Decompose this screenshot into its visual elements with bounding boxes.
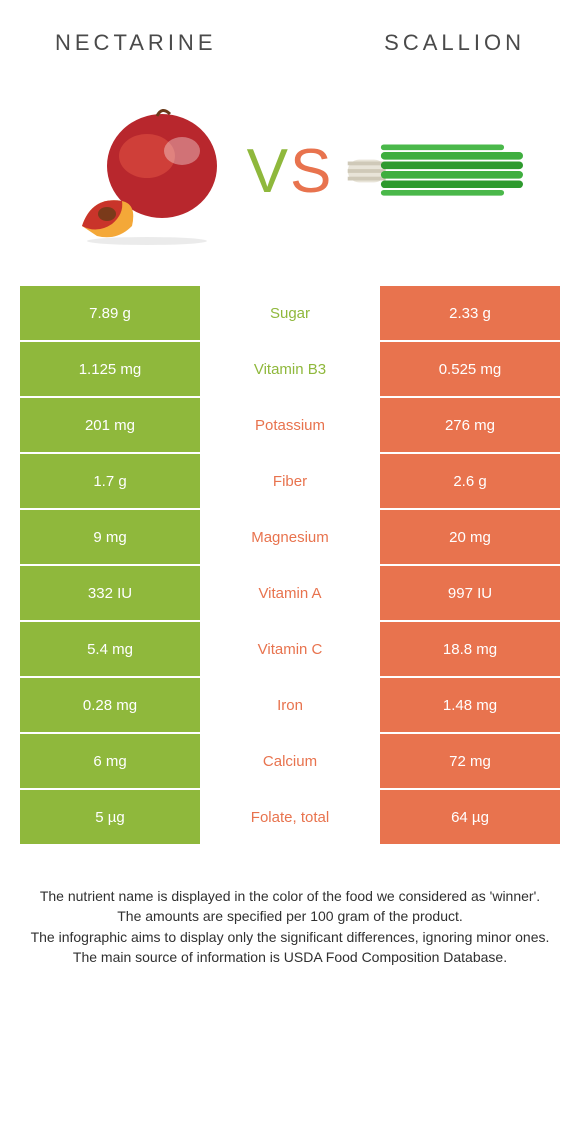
- scallion-image: [343, 96, 523, 246]
- right-value-cell: 2.33 g: [380, 286, 560, 340]
- right-value-cell: 997 IU: [380, 566, 560, 620]
- left-value-cell: 1.125 mg: [20, 342, 200, 396]
- nutrient-label-cell: Vitamin A: [200, 566, 380, 620]
- footnote-line: The amounts are specified per 100 gram o…: [30, 906, 550, 926]
- table-row: 5 µgFolate, total64 µg: [20, 790, 560, 846]
- vs-label: VS: [247, 136, 334, 207]
- table-row: 1.7 gFiber2.6 g: [20, 454, 560, 510]
- nutrient-label-cell: Folate, total: [200, 790, 380, 844]
- table-row: 9 mgMagnesium20 mg: [20, 510, 560, 566]
- left-value-cell: 1.7 g: [20, 454, 200, 508]
- image-row: VS: [0, 76, 580, 286]
- nutrient-label-cell: Iron: [200, 678, 380, 732]
- right-value-cell: 2.6 g: [380, 454, 560, 508]
- table-row: 7.89 gSugar2.33 g: [20, 286, 560, 342]
- right-value-cell: 18.8 mg: [380, 622, 560, 676]
- left-value-cell: 5.4 mg: [20, 622, 200, 676]
- right-food-title: SCALLION: [384, 30, 525, 56]
- table-row: 201 mgPotassium276 mg: [20, 398, 560, 454]
- table-row: 6 mgCalcium72 mg: [20, 734, 560, 790]
- left-value-cell: 6 mg: [20, 734, 200, 788]
- footnote-line: The main source of information is USDA F…: [30, 947, 550, 967]
- left-value-cell: 201 mg: [20, 398, 200, 452]
- right-value-cell: 0.525 mg: [380, 342, 560, 396]
- right-value-cell: 20 mg: [380, 510, 560, 564]
- vs-s-letter: S: [290, 137, 333, 206]
- nutrient-label-cell: Vitamin C: [200, 622, 380, 676]
- footnote-line: The nutrient name is displayed in the co…: [30, 886, 550, 906]
- nutrient-label-cell: Fiber: [200, 454, 380, 508]
- nutrient-table: 7.89 gSugar2.33 g1.125 mgVitamin B30.525…: [20, 286, 560, 846]
- table-row: 1.125 mgVitamin B30.525 mg: [20, 342, 560, 398]
- nutrient-label-cell: Sugar: [200, 286, 380, 340]
- left-food-title: NECTARINE: [55, 30, 217, 56]
- left-value-cell: 7.89 g: [20, 286, 200, 340]
- left-value-cell: 9 mg: [20, 510, 200, 564]
- nutrient-label-cell: Potassium: [200, 398, 380, 452]
- nectarine-image: [57, 96, 237, 246]
- footnote-line: The infographic aims to display only the…: [30, 927, 550, 947]
- right-value-cell: 64 µg: [380, 790, 560, 844]
- header-row: NECTARINE SCALLION: [0, 0, 580, 76]
- table-row: 332 IUVitamin A997 IU: [20, 566, 560, 622]
- left-value-cell: 332 IU: [20, 566, 200, 620]
- right-value-cell: 1.48 mg: [380, 678, 560, 732]
- table-row: 5.4 mgVitamin C18.8 mg: [20, 622, 560, 678]
- left-value-cell: 0.28 mg: [20, 678, 200, 732]
- right-value-cell: 72 mg: [380, 734, 560, 788]
- nutrient-label-cell: Calcium: [200, 734, 380, 788]
- right-value-cell: 276 mg: [380, 398, 560, 452]
- vs-v-letter: V: [247, 137, 290, 206]
- nutrient-label-cell: Magnesium: [200, 510, 380, 564]
- footnotes: The nutrient name is displayed in the co…: [0, 846, 580, 967]
- nutrient-label-cell: Vitamin B3: [200, 342, 380, 396]
- left-value-cell: 5 µg: [20, 790, 200, 844]
- table-row: 0.28 mgIron1.48 mg: [20, 678, 560, 734]
